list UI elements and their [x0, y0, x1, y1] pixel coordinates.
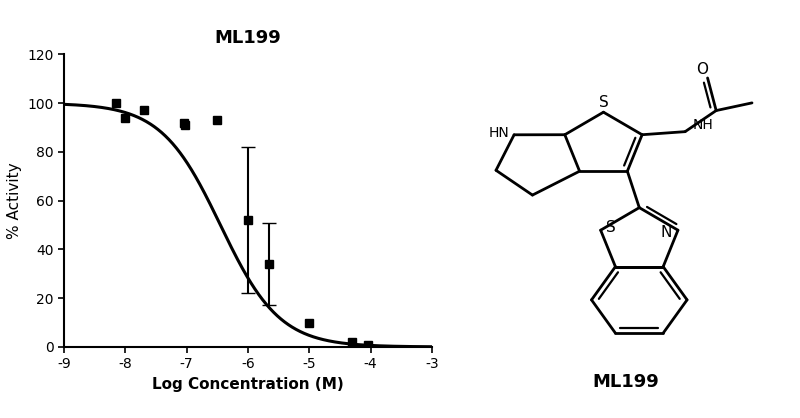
- Text: O: O: [696, 62, 708, 77]
- Title: ML199: ML199: [214, 29, 282, 47]
- Text: N: N: [660, 224, 672, 240]
- Text: HN: HN: [489, 126, 509, 140]
- Text: NH: NH: [692, 118, 713, 132]
- X-axis label: Log Concentration (M): Log Concentration (M): [152, 377, 344, 392]
- Text: S: S: [606, 219, 616, 234]
- Text: S: S: [598, 95, 608, 110]
- Y-axis label: % Activity: % Activity: [6, 162, 22, 239]
- Text: ML199: ML199: [592, 373, 659, 391]
